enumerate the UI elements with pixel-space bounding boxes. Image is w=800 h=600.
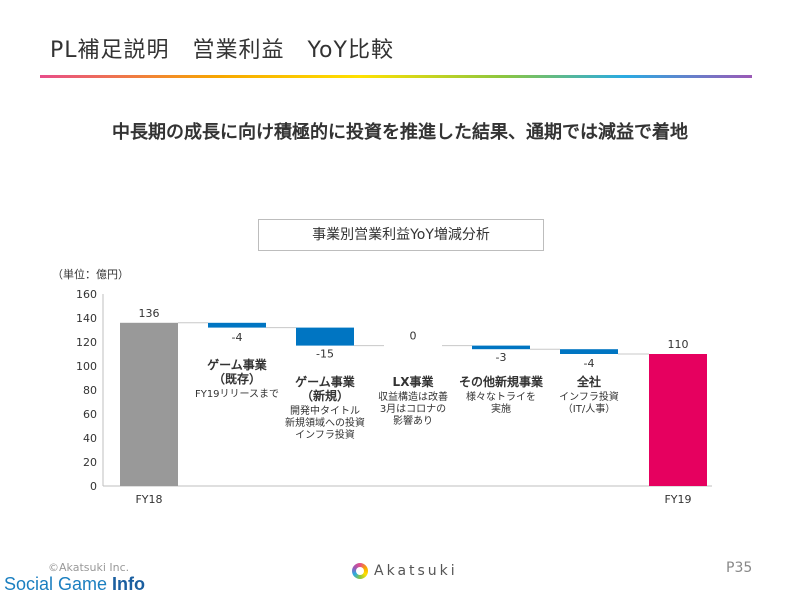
category-name: ゲーム事業 (295, 374, 356, 389)
category-note: 影響あり (393, 414, 433, 427)
page-number: P35 (726, 560, 753, 576)
category-name: ゲーム事業 (207, 357, 268, 372)
bar-FY18 (120, 322, 178, 486)
y-tick-label: 160 (76, 288, 97, 301)
category-note: インフラ投資 (295, 428, 355, 441)
category-note: 新規領域への投資 (285, 416, 365, 429)
data-label: -4 (584, 357, 595, 370)
data-label: 0 (410, 330, 417, 343)
data-label: 136 (139, 307, 160, 320)
category-name: （既存） (213, 371, 261, 386)
bar-step-2 (296, 327, 354, 346)
category-note: 3月はコロナの (380, 403, 446, 415)
unit-label: （単位：億円） (52, 268, 129, 281)
x-tick-label: FY19 (664, 493, 691, 506)
category-note: FY19リリースまで (195, 388, 279, 400)
data-label: -15 (316, 348, 334, 361)
category-note: 収益構造は改善 (378, 390, 448, 403)
category-note: （IT/人事） (563, 402, 615, 415)
category-note: インフラ投資 (559, 390, 619, 403)
category-name: 全社 (576, 374, 601, 389)
watermark-text-b: Info (112, 574, 146, 594)
y-tick-label: 20 (83, 456, 97, 469)
bar-step-5 (560, 349, 618, 354)
copyright-text: ©Akatsuki Inc. (48, 561, 130, 574)
logo-text: Akatsuki (374, 563, 458, 579)
akatsuki-logo-icon (352, 563, 368, 579)
slide-title: PL補足説明 営業利益 YoY比較 (50, 38, 394, 63)
bar-step-4 (472, 345, 530, 350)
category-note: 実施 (491, 402, 511, 415)
y-tick-label: 120 (76, 336, 97, 349)
data-label: -4 (232, 331, 243, 344)
watermark-text-a: Social Game (4, 574, 113, 594)
category-name: （新規） (301, 388, 349, 403)
company-logo: Akatsuki (352, 561, 458, 581)
rainbow-divider (40, 75, 752, 78)
y-tick-label: 0 (90, 480, 97, 493)
y-tick-label: 80 (83, 384, 97, 397)
watermark: Social Game Info (4, 574, 145, 595)
category-note: 様々なトライを (466, 390, 536, 403)
y-tick-label: 40 (83, 432, 97, 445)
chart-title: 事業別営業利益YoY増減分析 (258, 219, 544, 251)
category-name: LX事業 (393, 374, 435, 389)
y-tick-label: 60 (83, 408, 97, 421)
category-name: その他新規事業 (459, 374, 544, 389)
bar-FY19 (649, 354, 707, 486)
data-label: -3 (496, 351, 507, 364)
x-tick-label: FY18 (135, 493, 162, 506)
category-note: 開発中タイトル (290, 404, 360, 417)
bar-step-1 (208, 322, 266, 328)
y-tick-label: 140 (76, 312, 97, 325)
slide-headline: 中長期の成長に向け積極的に投資を推進した結果、通期では減益で着地 (112, 122, 688, 143)
data-label: 110 (668, 338, 689, 351)
y-tick-label: 100 (76, 360, 97, 373)
